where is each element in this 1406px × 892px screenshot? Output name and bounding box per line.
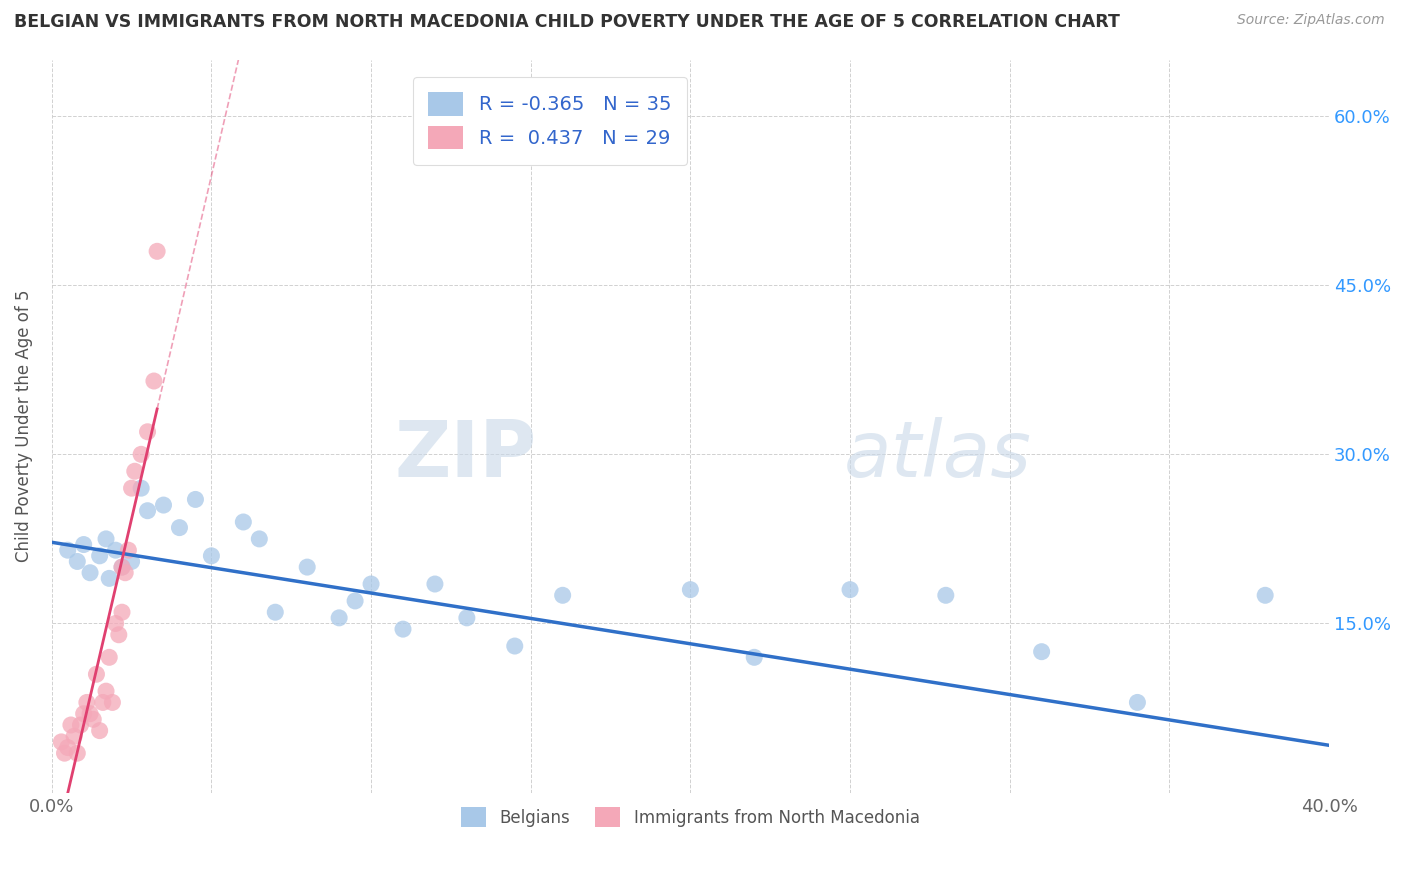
Point bbox=[101, 695, 124, 709]
Point bbox=[1254, 588, 1277, 602]
Point bbox=[456, 611, 478, 625]
Y-axis label: Child Poverty Under the Age of 5: Child Poverty Under the Age of 5 bbox=[15, 290, 32, 562]
Point bbox=[129, 447, 152, 461]
Point bbox=[79, 566, 101, 580]
Point bbox=[142, 374, 165, 388]
Point bbox=[114, 566, 136, 580]
Text: Source: ZipAtlas.com: Source: ZipAtlas.com bbox=[1237, 13, 1385, 28]
Point bbox=[146, 244, 169, 259]
Point bbox=[121, 554, 143, 568]
Point bbox=[328, 611, 350, 625]
Point bbox=[104, 543, 127, 558]
Point bbox=[392, 622, 415, 636]
Text: BELGIAN VS IMMIGRANTS FROM NORTH MACEDONIA CHILD POVERTY UNDER THE AGE OF 5 CORR: BELGIAN VS IMMIGRANTS FROM NORTH MACEDON… bbox=[14, 13, 1121, 31]
Point bbox=[344, 594, 367, 608]
Point bbox=[169, 521, 191, 535]
Point bbox=[136, 425, 159, 439]
Point bbox=[98, 650, 121, 665]
Point bbox=[94, 684, 117, 698]
Point bbox=[53, 746, 76, 760]
Point bbox=[423, 577, 446, 591]
Point bbox=[104, 616, 127, 631]
Point bbox=[51, 735, 73, 749]
Point bbox=[1126, 695, 1149, 709]
Point bbox=[247, 532, 270, 546]
Point bbox=[232, 515, 254, 529]
Point bbox=[111, 605, 134, 619]
Point bbox=[839, 582, 862, 597]
Point bbox=[73, 537, 96, 551]
Point bbox=[98, 571, 121, 585]
Text: ZIP: ZIP bbox=[395, 417, 537, 493]
Point bbox=[76, 695, 98, 709]
Point bbox=[360, 577, 382, 591]
Point bbox=[117, 543, 139, 558]
Point bbox=[551, 588, 574, 602]
Legend: Belgians, Immigrants from North Macedonia: Belgians, Immigrants from North Macedoni… bbox=[453, 798, 928, 836]
Point bbox=[264, 605, 287, 619]
Point bbox=[86, 667, 108, 681]
Point bbox=[69, 718, 91, 732]
Point bbox=[59, 718, 82, 732]
Point bbox=[56, 543, 79, 558]
Point bbox=[89, 549, 111, 563]
Point bbox=[679, 582, 702, 597]
Point bbox=[1031, 645, 1053, 659]
Point bbox=[66, 554, 89, 568]
Point bbox=[742, 650, 765, 665]
Point bbox=[121, 481, 143, 495]
Point bbox=[66, 746, 89, 760]
Point bbox=[503, 639, 526, 653]
Point bbox=[73, 706, 96, 721]
Text: atlas: atlas bbox=[844, 417, 1032, 493]
Point bbox=[111, 560, 134, 574]
Point bbox=[89, 723, 111, 738]
Point bbox=[56, 740, 79, 755]
Point bbox=[935, 588, 957, 602]
Point bbox=[124, 464, 146, 478]
Point bbox=[152, 498, 174, 512]
Point bbox=[111, 560, 134, 574]
Point bbox=[295, 560, 318, 574]
Point bbox=[91, 695, 114, 709]
Point bbox=[200, 549, 222, 563]
Point bbox=[63, 729, 86, 743]
Point bbox=[129, 481, 152, 495]
Point bbox=[79, 706, 101, 721]
Point bbox=[94, 532, 117, 546]
Point bbox=[82, 712, 104, 726]
Point bbox=[107, 628, 129, 642]
Point bbox=[136, 504, 159, 518]
Point bbox=[184, 492, 207, 507]
